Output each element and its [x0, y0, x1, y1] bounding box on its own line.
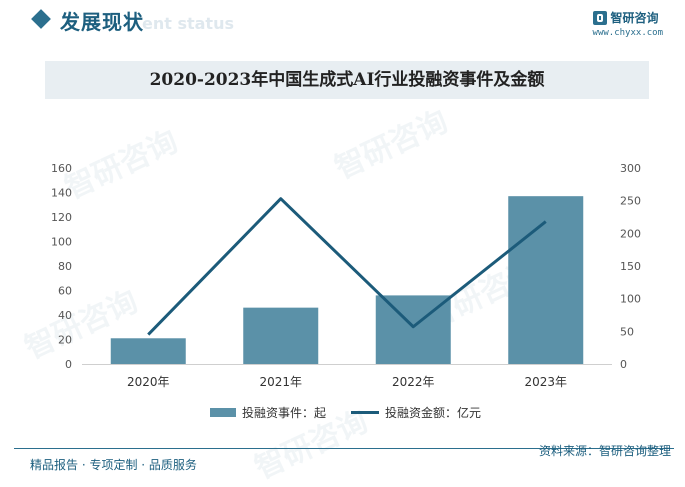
section-header: 发展现状 ent status 智研咨询 www.chyxx.com: [0, 0, 685, 50]
brand-block: 智研咨询 www.chyxx.com: [592, 9, 663, 38]
bar-series: [110, 196, 584, 364]
amount-line-series: [147, 197, 547, 336]
left-axis-tick-label: 20: [58, 334, 72, 347]
brand-url: www.chyxx.com: [592, 28, 663, 38]
section-subtitle: ent status: [142, 14, 234, 33]
right-axis-tick-label: 250: [620, 195, 641, 208]
left-axis-tick-label: 120: [51, 211, 72, 224]
right-axis-tick-label: 50: [620, 325, 634, 338]
brand-name: 智研咨询: [610, 11, 659, 25]
chart-title: 2020-2023年中国生成式AI行业投融资事件及金额: [149, 70, 545, 90]
legend-label-amount: 投融资金额：亿元: [385, 406, 482, 420]
x-axis-tick-label: 2020年: [127, 375, 170, 389]
right-axis-tick-label: 0: [620, 358, 627, 371]
legend-bar-swatch-icon: [210, 408, 236, 417]
footer-divider: [14, 448, 674, 449]
footer-source: 资料来源：智研咨询整理: [538, 444, 671, 458]
chart-title-band: [45, 61, 649, 99]
left-axis-tick-label: 0: [65, 358, 72, 371]
left-axis: 0 20 40 60 80 100 120 140 160: [51, 162, 72, 371]
x-axis-tick-label: 2023年: [524, 375, 567, 389]
left-axis-tick-label: 100: [51, 236, 72, 249]
legend-line-swatch-icon: [351, 411, 379, 414]
legend: 投融资事件：起 投融资金额：亿元: [0, 404, 685, 422]
bar: [243, 307, 319, 364]
left-axis-tick-label: 140: [51, 187, 72, 200]
bar: [110, 338, 186, 364]
bar: [508, 196, 584, 364]
legend-label-events: 投融资事件：起: [242, 406, 327, 420]
left-axis-tick-label: 40: [58, 309, 72, 322]
right-axis-tick-label: 100: [620, 293, 641, 306]
right-axis-tick-label: 300: [620, 162, 641, 175]
right-axis-tick-label: 200: [620, 227, 641, 240]
right-axis: 0 50 100 150 200 250 300: [620, 162, 641, 371]
footer-slogan: 精品报告 · 专项定制 · 品质服务: [30, 458, 197, 472]
x-axis-tick-label: 2021年: [259, 375, 302, 389]
brand-logo-icon: [592, 10, 607, 25]
x-axis-tick-label: 2022年: [392, 375, 435, 389]
x-axis: 2020年 2021年 2022年 2023年: [127, 375, 567, 389]
right-axis-tick-label: 150: [620, 260, 641, 273]
legend-item-amount: 投融资金额：亿元: [351, 404, 481, 421]
left-axis-tick-label: 60: [58, 285, 72, 298]
left-axis-tick-label: 80: [58, 260, 72, 273]
section-title: 发展现状: [60, 10, 144, 34]
left-axis-tick-label: 160: [51, 162, 72, 175]
legend-item-events: 投融资事件：起: [210, 404, 326, 421]
